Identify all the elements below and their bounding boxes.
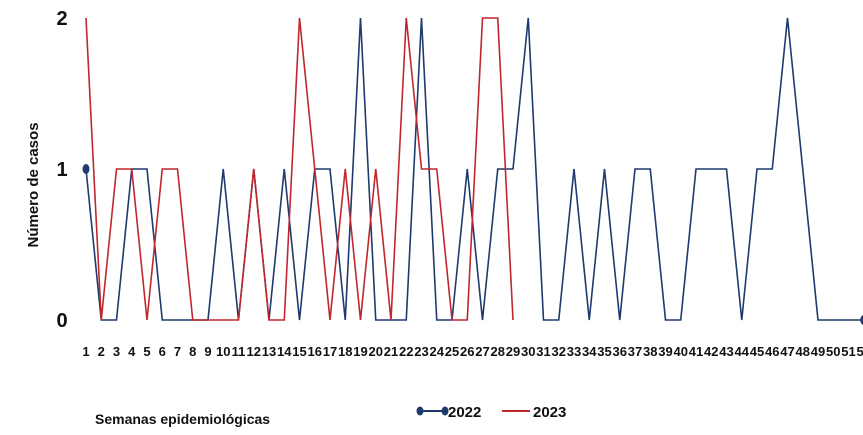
x-tick-label: 5 bbox=[143, 344, 150, 359]
x-tick-label: 50 bbox=[826, 344, 840, 359]
legend-label-2023: 2023 bbox=[533, 404, 566, 421]
x-tick-label: 7 bbox=[174, 344, 181, 359]
x-tick-label: 24 bbox=[430, 344, 445, 359]
x-tick-label: 21 bbox=[384, 344, 398, 359]
x-tick-label: 41 bbox=[689, 344, 703, 359]
x-tick-label: 32 bbox=[552, 344, 566, 359]
x-tick-label: 51 bbox=[841, 344, 855, 359]
x-tick-label: 13 bbox=[262, 344, 276, 359]
x-tick-label: 11 bbox=[232, 344, 246, 359]
x-tick-label: 43 bbox=[719, 344, 733, 359]
y-tick-label: 1 bbox=[56, 159, 67, 181]
x-tick-label: 15 bbox=[292, 344, 306, 359]
x-tick-label: 36 bbox=[613, 344, 627, 359]
series-marker-2022 bbox=[860, 315, 863, 325]
x-tick-label: 48 bbox=[796, 344, 810, 359]
x-tick-label: 26 bbox=[460, 344, 474, 359]
series-marker-2022 bbox=[82, 164, 90, 174]
x-tick-label: 8 bbox=[189, 344, 196, 359]
x-tick-label: 22 bbox=[399, 344, 413, 359]
x-tick-label: 19 bbox=[353, 344, 367, 359]
x-tick-label: 2 bbox=[98, 344, 105, 359]
legend-label-2022: 2022 bbox=[448, 404, 481, 421]
x-tick-label: 20 bbox=[369, 344, 383, 359]
x-tick-label: 12 bbox=[247, 344, 261, 359]
x-tick-label: 47 bbox=[780, 344, 794, 359]
x-tick-label: 31 bbox=[536, 344, 550, 359]
x-tick-label: 33 bbox=[567, 344, 581, 359]
x-tick-label: 28 bbox=[491, 344, 505, 359]
x-tick-label: 1 bbox=[82, 344, 89, 359]
x-tick-label: 4 bbox=[128, 344, 136, 359]
x-tick-label: 35 bbox=[597, 344, 611, 359]
x-tick-label: 9 bbox=[204, 344, 211, 359]
x-tick-label: 17 bbox=[323, 344, 337, 359]
x-tick-label: 18 bbox=[338, 344, 352, 359]
x-tick-label: 49 bbox=[811, 344, 825, 359]
x-tick-label: 42 bbox=[704, 344, 718, 359]
series-line-2022 bbox=[85, 17, 863, 321]
series-lines bbox=[82, 17, 863, 325]
x-tick-label: 10 bbox=[216, 344, 230, 359]
x-tick-label: 34 bbox=[582, 344, 597, 359]
x-tick-label: 16 bbox=[308, 344, 322, 359]
legend-marker-2022 bbox=[441, 406, 449, 416]
x-tick-label: 23 bbox=[414, 344, 428, 359]
legend: 2022 2023 bbox=[416, 404, 566, 421]
x-tick-label: 6 bbox=[159, 344, 166, 359]
x-tick-label: 3 bbox=[113, 344, 120, 359]
legend-marker-2022 bbox=[416, 406, 424, 416]
x-tick-label: 40 bbox=[674, 344, 688, 359]
x-tick-label: 27 bbox=[475, 344, 489, 359]
x-axis: 1 2 3 4 5 6 7 8 9 10 11 12 13 14 15 16 17 18 19 20 21 22 23 24 2… bbox=[82, 344, 863, 359]
x-tick-label: 45 bbox=[750, 344, 764, 359]
y-axis: 0 1 2 bbox=[56, 8, 67, 332]
x-tick-label: 39 bbox=[658, 344, 672, 359]
x-tick-label: 30 bbox=[521, 344, 535, 359]
y-tick-label: 0 bbox=[56, 310, 67, 332]
y-tick-label: 2 bbox=[56, 8, 67, 30]
x-tick-label: 46 bbox=[765, 344, 779, 359]
series-line-2023 bbox=[85, 17, 514, 321]
x-tick-label: 38 bbox=[643, 344, 657, 359]
x-tick-label: 44 bbox=[735, 344, 750, 359]
x-tick-label: 52 bbox=[857, 344, 863, 359]
y-axis-label: Número de casos bbox=[25, 122, 42, 247]
x-tick-label: 14 bbox=[277, 344, 292, 359]
x-tick-label: 25 bbox=[445, 344, 459, 359]
x-axis-label: Semanas epidemiológicas bbox=[95, 411, 270, 427]
x-tick-label: 29 bbox=[506, 344, 520, 359]
x-tick-label: 37 bbox=[628, 344, 642, 359]
